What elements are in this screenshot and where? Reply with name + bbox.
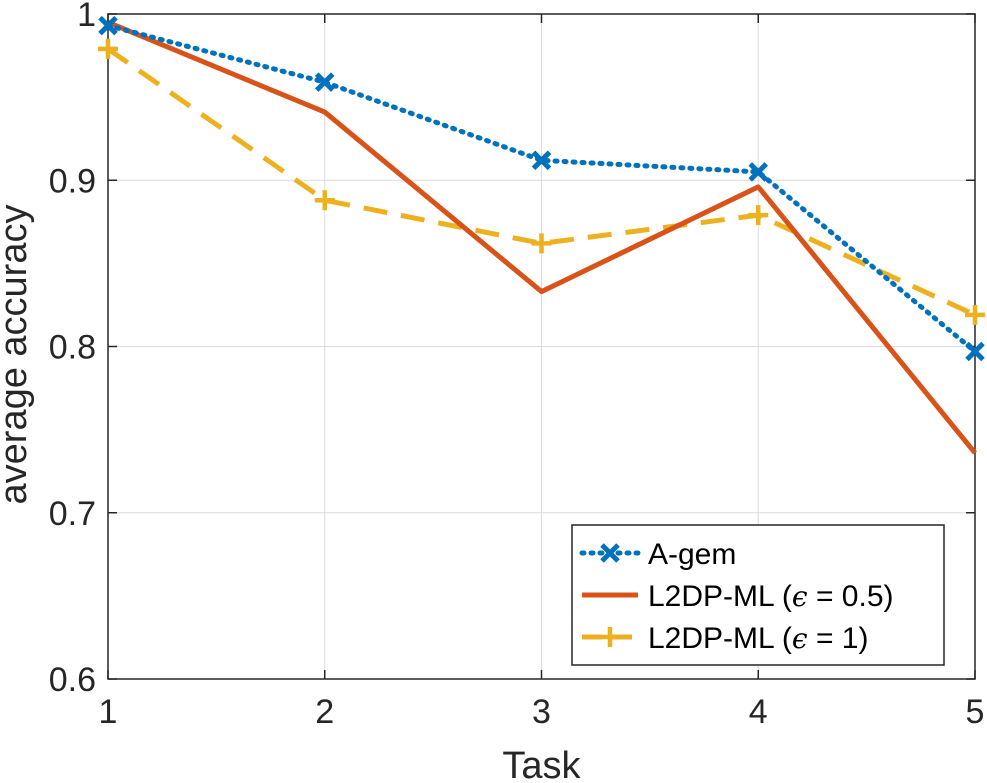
legend-label: A-gem (648, 538, 736, 571)
y-tick-label: 0.6 (49, 661, 96, 699)
x-tick-label: 5 (966, 693, 985, 731)
series-1-point (98, 15, 118, 36)
series-line-2 (107, 19, 977, 455)
y-tick-label: 0.7 (49, 495, 96, 533)
x-tick-label: 2 (315, 693, 334, 731)
series-1-point (748, 162, 769, 182)
legend-item: A-gem (579, 538, 736, 571)
axis-ticks: 1 2 3 4 5 0.6 0.7 0.8 0.9 1 (49, 0, 985, 731)
x-tick-label: 4 (749, 693, 768, 731)
legend: A-gem L2DP-ML (ϵ = 0.5) L2DP-ML (ϵ = 1) (571, 524, 945, 666)
legend-label: L2DP-ML (ϵ = 1) (648, 622, 868, 655)
legend-marker (600, 627, 620, 647)
legend-label: L2DP-ML (ϵ = 0.5) (648, 580, 894, 613)
series-3-point (98, 38, 118, 59)
series-3-point (314, 190, 335, 211)
series-1-point (531, 150, 552, 171)
legend-marker (600, 543, 620, 563)
series-1-point (965, 341, 985, 362)
y-axis-label: average accuracy (0, 205, 35, 505)
series-1-point (314, 72, 335, 92)
x-axis-label: Task (502, 745, 581, 783)
legend-item: L2DP-ML (ϵ = 1) (582, 622, 868, 655)
series-line-3 (106, 46, 977, 318)
series-3-point (748, 205, 769, 226)
legend-item: L2DP-ML (ϵ = 0.5) (582, 580, 894, 613)
x-tick-label: 1 (99, 693, 118, 731)
series-3-point (531, 233, 552, 254)
y-tick-label: 0.8 (49, 329, 96, 367)
y-tick-label: 0.9 (49, 162, 96, 200)
x-tick-label: 3 (532, 693, 551, 731)
series-lines (98, 15, 985, 455)
series-3-point (965, 304, 985, 325)
y-tick-label: 1 (77, 0, 96, 34)
